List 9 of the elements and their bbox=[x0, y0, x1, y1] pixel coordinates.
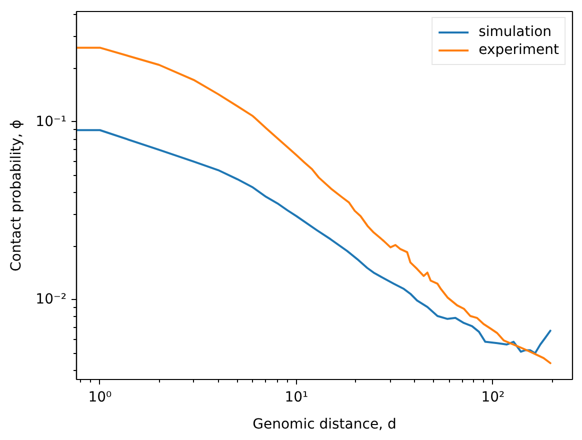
x-tick-label: 10² bbox=[481, 390, 505, 406]
x-axis-title: Genomic distance, d bbox=[252, 416, 396, 432]
y-axis-title: Contact probability, ϕ bbox=[8, 120, 25, 272]
legend-label: simulation bbox=[478, 24, 552, 40]
x-tick-label: 10⁰ bbox=[88, 390, 112, 406]
legend-label: experiment bbox=[478, 42, 559, 58]
x-tick-label: 10¹ bbox=[284, 390, 308, 406]
y-tick-label: 10⁻¹ bbox=[36, 114, 67, 130]
y-tick-label: 10⁻² bbox=[36, 292, 67, 308]
